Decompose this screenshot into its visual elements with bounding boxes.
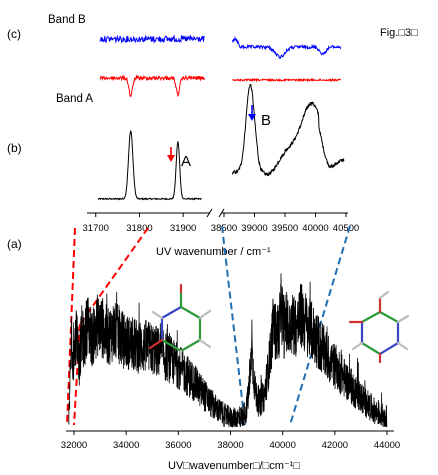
figure-label: Fig.□3□ [380,27,418,39]
x-tick-label-a-44000: 44000 [374,440,400,451]
panel-a: 32000 34000 36000 38000 40000 42000 44000 UV□w… [61,273,410,472]
x-tick-label-a-36000: 36000 [165,440,191,451]
panel-b: A B 31700 31800 31900 38500 39000 39500 40000 4… [83,83,359,258]
x-ticks-a: 32000 34000 36000 38000 40000 42000 44000 [61,431,400,451]
x-tick-label-b-39500: 39500 [272,223,298,234]
x-tick-label-a-38000: 38000 [217,440,243,451]
panel-c: Band B Band A [48,14,342,105]
panel-label-a: (a) [7,237,22,251]
x-tick-label-b-40500: 40500 [333,223,359,234]
x-ticks-b: 31700 31800 31900 38500 39000 39500 40000 40500 [83,213,359,234]
arrow-a [167,147,175,162]
band-a-trace-left [99,74,206,98]
x-tick-label-b-38500: 38500 [211,223,237,234]
connector-red-2b [73,323,81,426]
spectrum-b-right [232,83,345,177]
x-tick-label-b-31700: 31700 [83,223,109,234]
band-a-trace-right [232,77,342,83]
x-tick-label-b-31800: 31800 [126,223,152,234]
band-b-trace-right [232,35,342,59]
spectrum-a [68,273,388,428]
x-axis-label-a: UV□wavenumber□/□cm⁻¹□ [168,460,300,472]
x-tick-label-b-31900: 31900 [170,223,196,234]
band-a-label: Band A [56,93,93,105]
x-axis-label-b: UV wavenumber / cm⁻¹ [156,246,271,258]
panel-label-c: (c) [7,27,21,41]
x-tick-label-a-34000: 34000 [113,440,139,451]
axis-break-marks [206,208,225,218]
peak-b-label: B [261,112,271,129]
connector-red-2a [79,227,149,325]
connector-blue-1 [221,225,246,426]
x-tick-label-b-40000: 40000 [302,223,328,234]
x-tick-label-a-40000: 40000 [269,440,295,451]
x-tick-label-b-39000: 39000 [241,223,267,234]
molecule-structure-left [148,283,212,363]
x-tick-label-a-32000: 32000 [61,440,87,451]
peak-a-label: A [181,153,191,170]
x-tick-label-a-42000: 42000 [322,440,348,451]
band-b-label: Band B [48,14,86,26]
panel-label-b: (b) [7,141,22,155]
spectrum-b-left [97,130,202,201]
arrow-b [248,105,256,121]
molecule-structure-right [348,290,410,364]
band-b-trace-left [99,34,205,44]
